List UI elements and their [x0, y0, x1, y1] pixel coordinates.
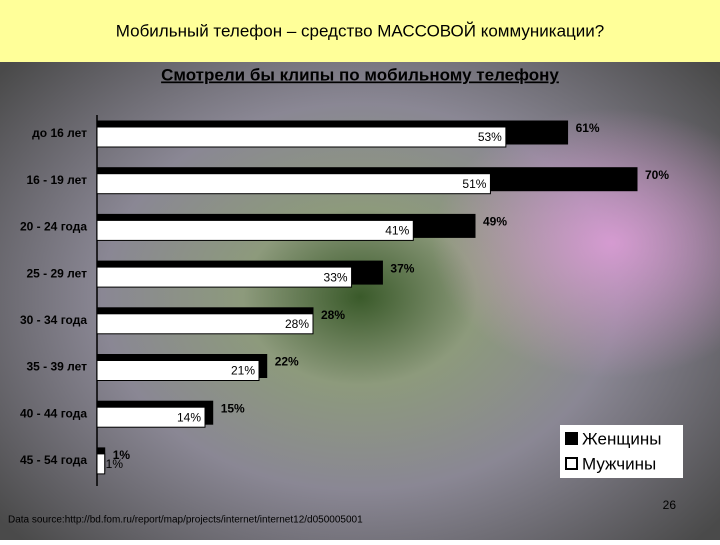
data-label: 14% [177, 410, 201, 424]
bar [96, 173, 491, 195]
data-label: 21% [231, 364, 255, 378]
y-tick-label: 45 - 54 года [20, 453, 87, 467]
data-label: 15% [221, 401, 245, 415]
bar [96, 360, 260, 381]
data-label: 37% [390, 261, 414, 275]
bar [96, 453, 106, 475]
y-tick-label: 30 - 34 года [20, 313, 87, 327]
data-label: 70% [645, 168, 669, 182]
legend-box [560, 425, 683, 478]
bar [96, 406, 206, 428]
data-label: 61% [576, 121, 600, 135]
header-band [0, 0, 720, 62]
data-label: 51% [462, 177, 486, 191]
legend-swatch [565, 432, 578, 445]
chart-title: Смотрели бы клипы по мобильному телефону [161, 65, 559, 84]
data-label: 53% [478, 130, 502, 144]
y-tick-label: 25 - 29 лет [26, 266, 87, 280]
bar [96, 126, 507, 148]
data-label: 1% [106, 457, 124, 471]
y-tick-label: до 16 лет [32, 126, 87, 140]
data-label: 22% [275, 355, 299, 369]
data-label: 33% [324, 270, 348, 284]
y-tick-label: 40 - 44 года [20, 406, 87, 420]
bar [96, 219, 414, 241]
data-label: 28% [285, 317, 309, 331]
bar [96, 266, 353, 288]
y-tick-label: 35 - 39 лет [26, 360, 87, 374]
source-note: Data source:http://bd.fom.ru/report/map/… [8, 515, 363, 526]
bar [96, 313, 314, 335]
data-label: 41% [385, 224, 409, 238]
page-number: 26 [663, 498, 677, 512]
data-label: 49% [483, 215, 507, 229]
data-label: 28% [321, 308, 345, 322]
y-tick-label: 16 - 19 лет [26, 173, 87, 187]
data-label: 1% [113, 448, 131, 462]
slide-title: Мобильный телефон – средство МАССОВОЙ ко… [116, 21, 604, 40]
legend-swatch [565, 457, 578, 470]
legend-label: Мужчины [582, 454, 656, 473]
legend-label: Женщины [582, 429, 661, 448]
y-tick-label: 20 - 24 года [20, 220, 87, 234]
